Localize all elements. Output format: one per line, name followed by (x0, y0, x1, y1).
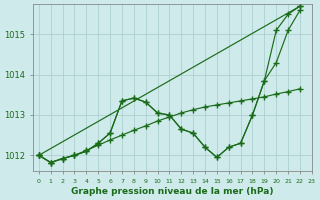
X-axis label: Graphe pression niveau de la mer (hPa): Graphe pression niveau de la mer (hPa) (71, 187, 274, 196)
